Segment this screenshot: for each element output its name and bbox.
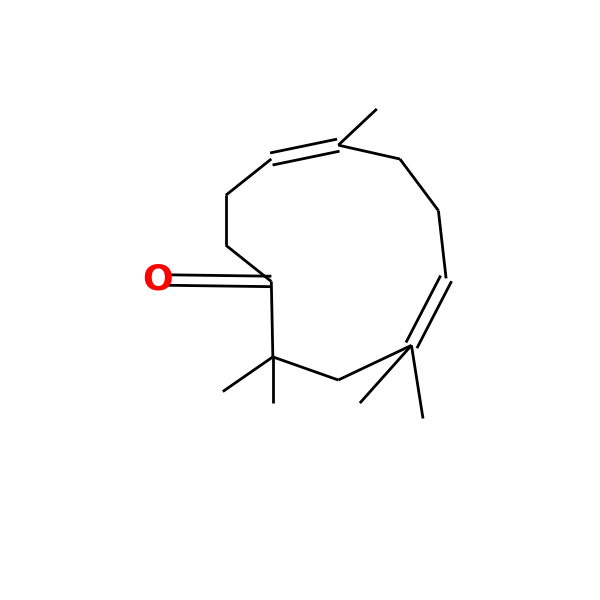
Text: O: O <box>142 263 173 297</box>
